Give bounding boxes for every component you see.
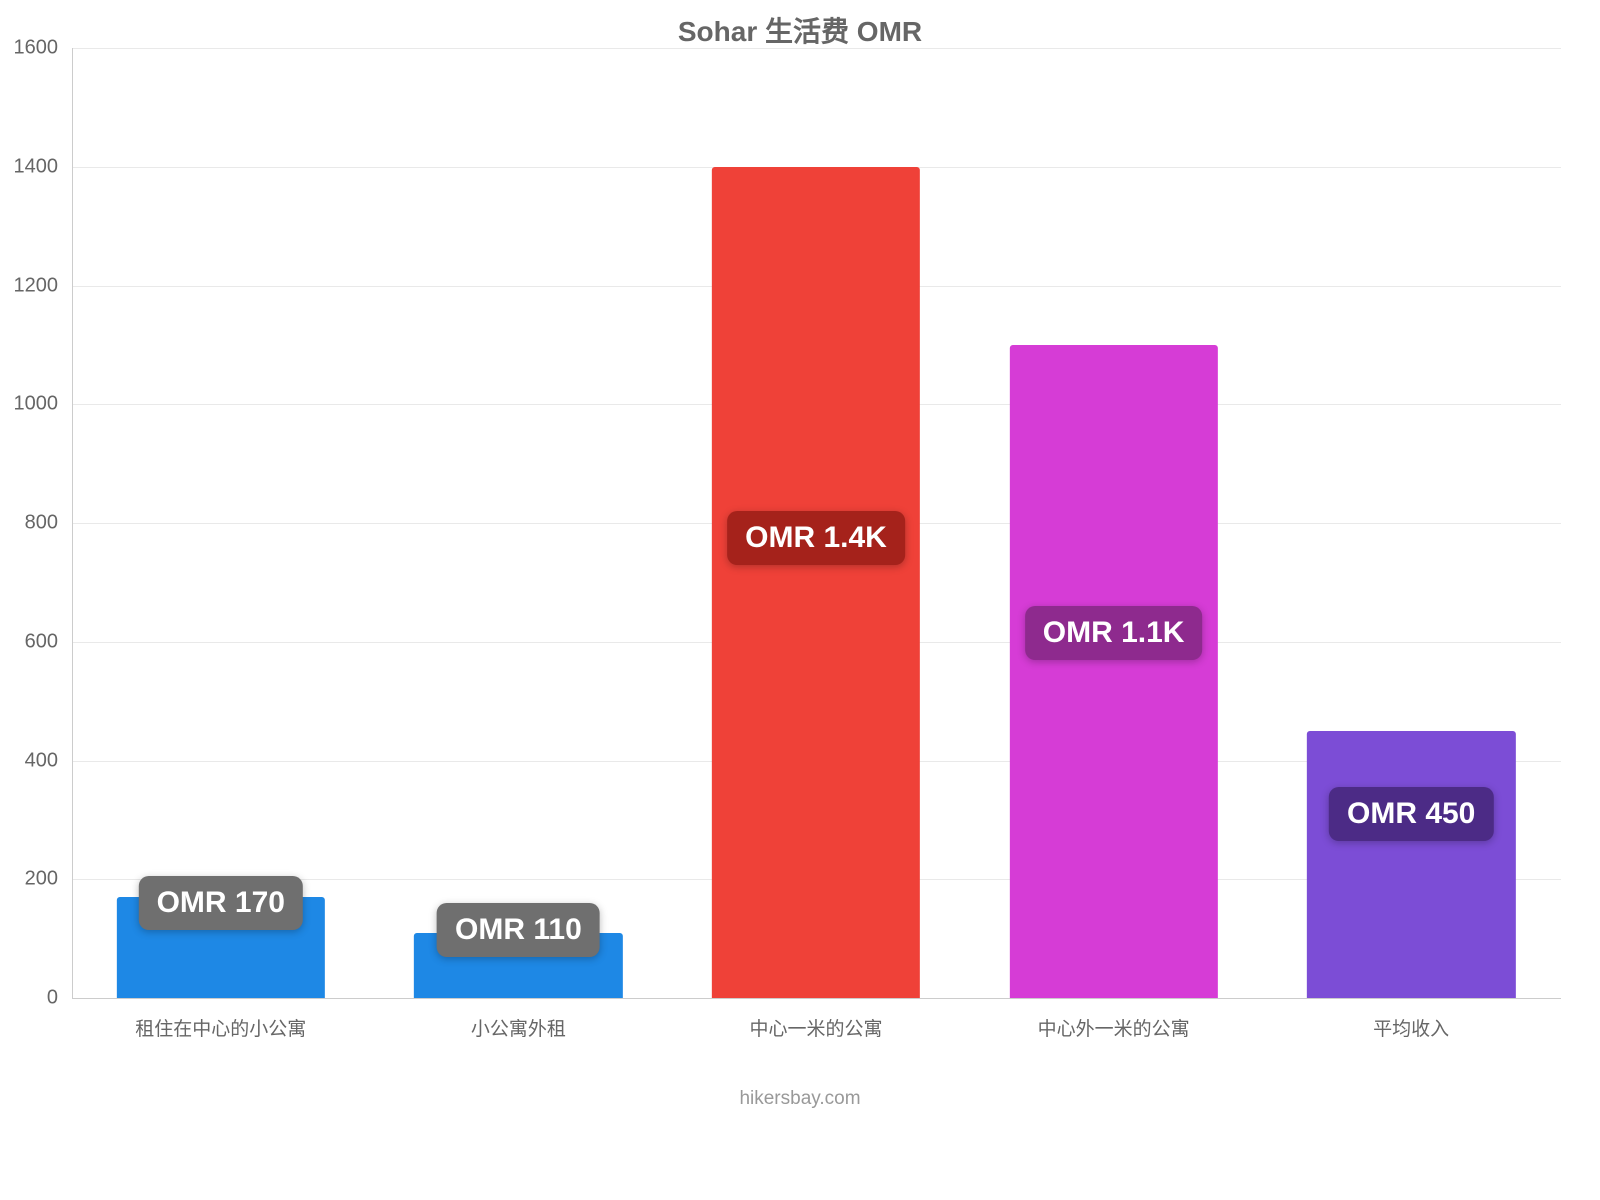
x-tick-label: 租住在中心的小公寓 xyxy=(135,1014,306,1041)
bar-value-label: OMR 110 xyxy=(437,903,600,957)
chart-title: Sohar 生活费 OMR xyxy=(0,10,1600,50)
x-tick-label: 小公寓外租 xyxy=(471,1014,566,1041)
bar-value-label: OMR 170 xyxy=(139,876,303,930)
bar xyxy=(1307,731,1515,998)
y-tick-label: 1000 xyxy=(0,393,58,416)
attribution: hikersbay.com xyxy=(0,1088,1600,1110)
bar xyxy=(1009,345,1217,998)
x-tick-label: 平均收入 xyxy=(1373,1014,1449,1041)
y-tick-label: 600 xyxy=(0,630,58,653)
x-tick-label: 中心外一米的公寓 xyxy=(1038,1014,1190,1041)
y-tick-label: 1400 xyxy=(0,155,58,178)
x-tick-label: 中心一米的公寓 xyxy=(749,1014,882,1041)
y-tick-label: 400 xyxy=(0,749,58,772)
bar-chart: Sohar 生活费 OMR 0 200 400 600 800 1000 1200 1400 1… xyxy=(0,0,1600,1200)
y-tick-label: 800 xyxy=(0,512,58,535)
bar-value-label: OMR 1.4K xyxy=(727,511,905,565)
gridline xyxy=(73,48,1561,49)
y-tick-label: 200 xyxy=(0,868,58,891)
y-tick-label: 0 xyxy=(0,987,58,1010)
y-tick-label: 1200 xyxy=(0,274,58,297)
bar-value-label: OMR 450 xyxy=(1329,787,1493,841)
bar xyxy=(712,167,920,998)
y-tick-label: 1600 xyxy=(0,37,58,60)
bar-value-label: OMR 1.1K xyxy=(1025,606,1203,660)
